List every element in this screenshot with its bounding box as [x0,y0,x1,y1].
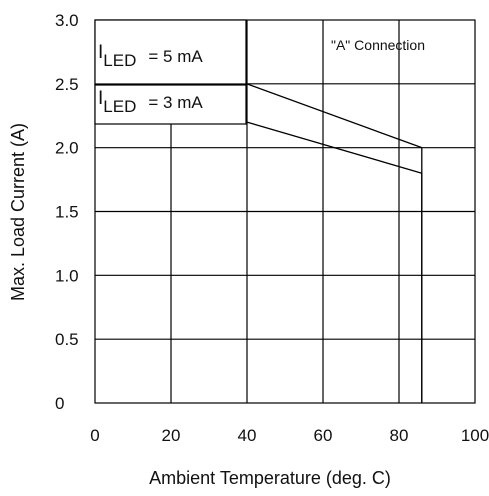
x-tick-label: 80 [390,426,409,445]
legend-3ma-value: = 3 mA [148,93,203,112]
x-axis-title: Ambient Temperature (deg. C) [149,468,391,488]
legend-label-5ma: ILED = 5 mA [98,42,203,70]
x-tick-label: 20 [162,426,181,445]
x-tick-label: 100 [461,426,489,445]
y-tick-label: 2.0 [55,139,79,158]
series-line-0 [246,83,423,149]
y-tick-label: 0 [55,394,64,413]
y-tick-label: 0.5 [55,330,79,349]
y-tick-label: 3.0 [55,11,79,30]
connection-annotation: "A" Connection [331,37,425,53]
legend-label-3ma: ILED = 3 mA [98,88,203,116]
y-tick-labels: 0 0.5 1.0 1.5 2.0 2.5 3.0 [55,11,79,413]
legend-5ma-value: = 5 mA [148,47,203,66]
legend-5ma-prefix: I [98,42,103,63]
x-tick-label: 0 [90,426,99,445]
y-tick-label: 1.0 [55,266,79,285]
series-lines [246,83,423,403]
x-tick-label: 60 [314,426,333,445]
series-line-1 [246,121,422,174]
x-tick-label: 40 [238,426,257,445]
y-tick-label: 2.5 [55,75,79,94]
y-tick-label: 1.5 [55,203,79,222]
x-tick-labels: 0 20 40 60 80 100 [90,426,489,445]
legend-box-3ma [94,84,247,125]
legend-box-5ma [94,19,247,85]
legend-3ma-prefix: I [98,88,103,109]
y-axis-title: Max. Load Current (A) [8,123,28,301]
legend-3ma-sub: LED [103,97,136,116]
grid [94,19,476,404]
legend-5ma-sub: LED [103,51,136,70]
